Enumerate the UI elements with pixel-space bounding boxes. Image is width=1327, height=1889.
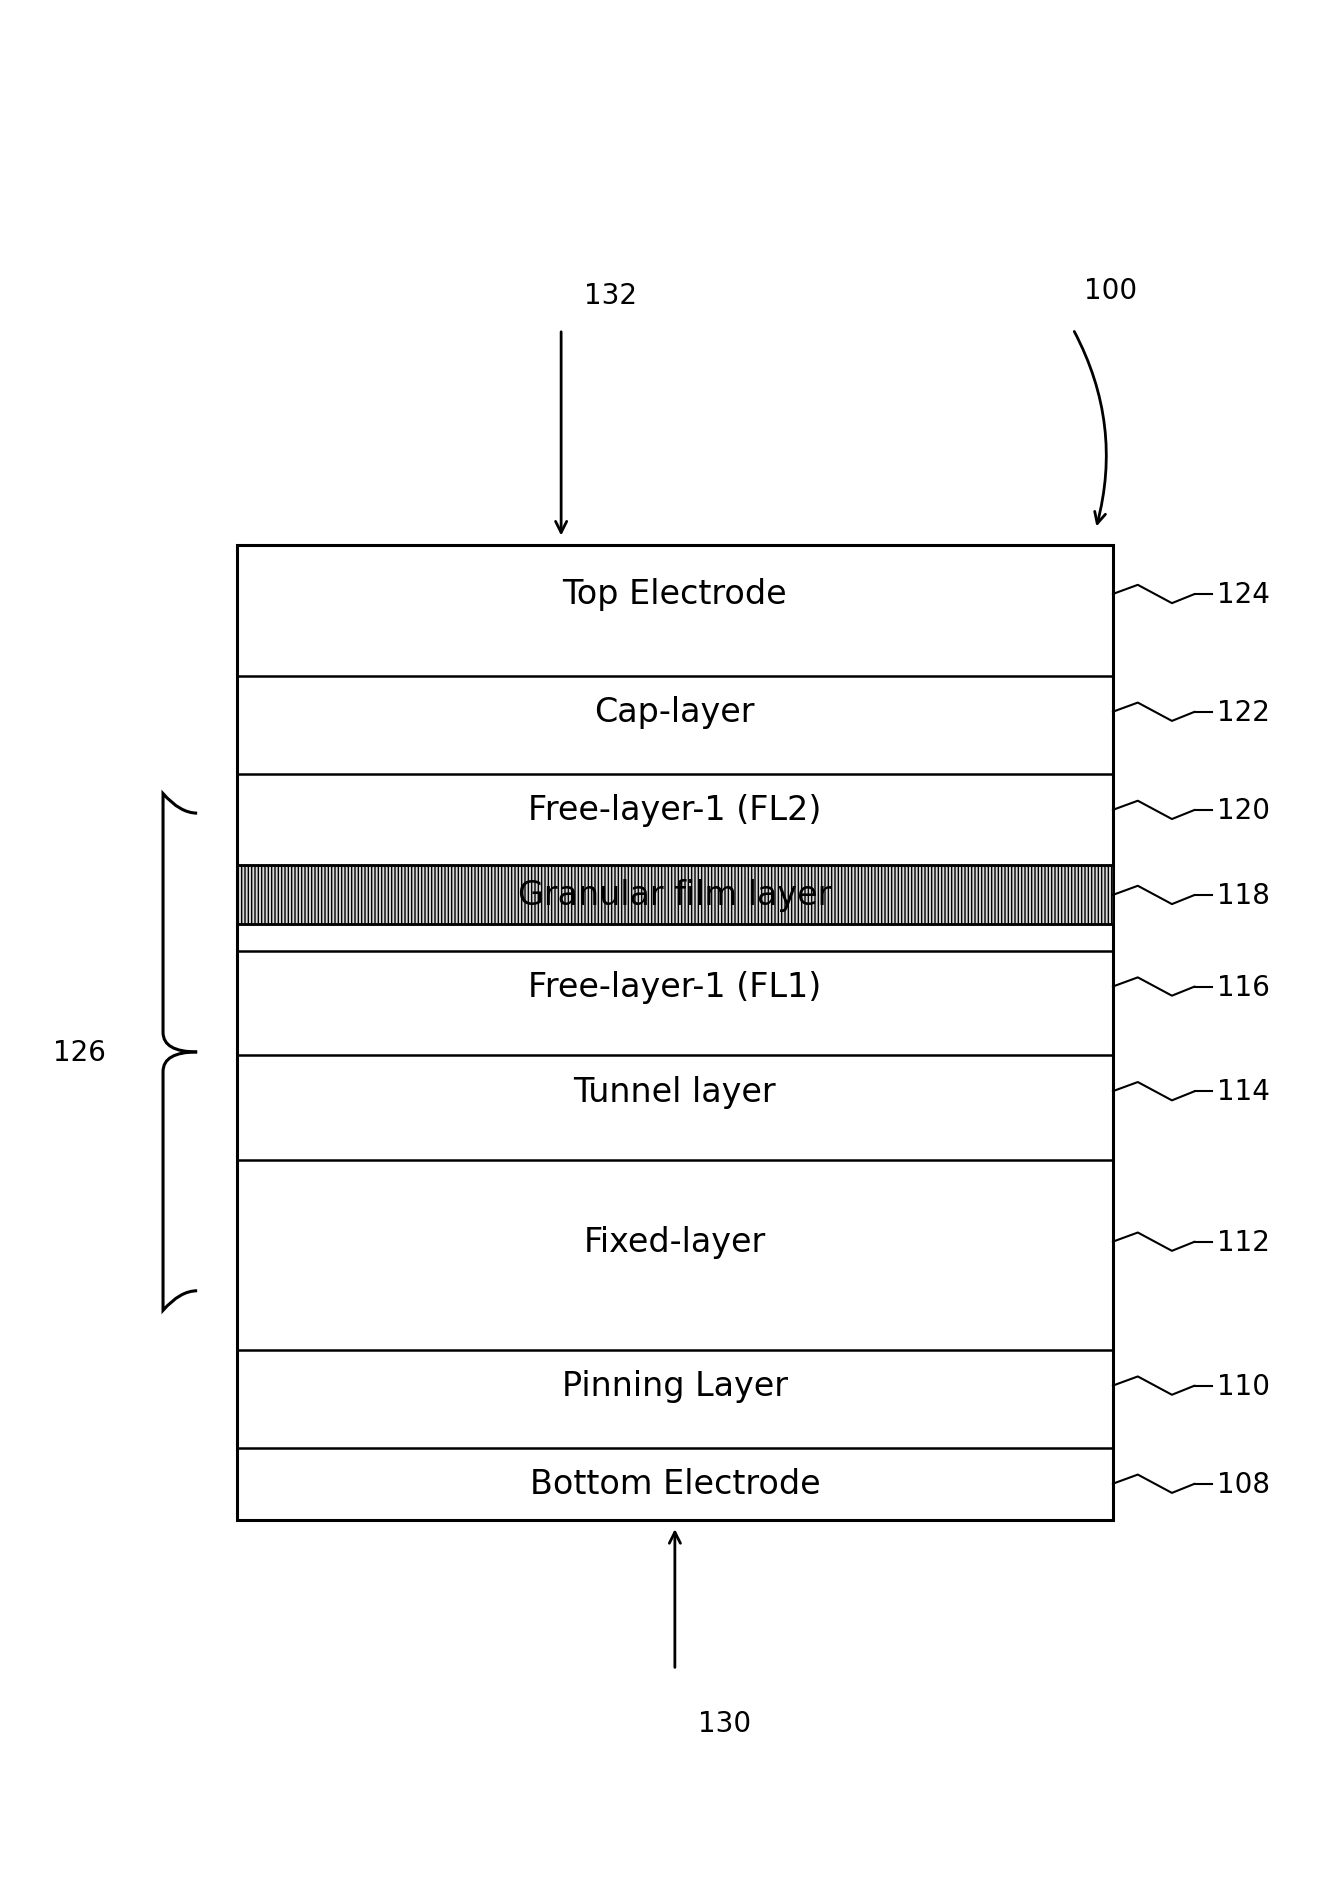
Text: 120: 120 bbox=[1217, 797, 1270, 824]
Text: Pinning Layer: Pinning Layer bbox=[561, 1370, 788, 1402]
Text: Free-layer-1 (FL1): Free-layer-1 (FL1) bbox=[528, 971, 821, 1003]
Text: 132: 132 bbox=[584, 281, 637, 310]
Bar bbox=[238, 865, 1113, 926]
Text: 116: 116 bbox=[1217, 973, 1270, 1001]
Text: Cap-layer: Cap-layer bbox=[594, 695, 755, 729]
Text: 108: 108 bbox=[1217, 1470, 1270, 1498]
Text: 130: 130 bbox=[698, 1710, 751, 1738]
Bar bbox=[238, 865, 1113, 926]
Text: 114: 114 bbox=[1217, 1077, 1270, 1105]
Text: Tunnel layer: Tunnel layer bbox=[573, 1075, 776, 1109]
Text: Free-layer-1 (FL2): Free-layer-1 (FL2) bbox=[528, 793, 821, 827]
Text: 122: 122 bbox=[1217, 699, 1270, 727]
Text: 112: 112 bbox=[1217, 1228, 1270, 1256]
Text: 110: 110 bbox=[1217, 1371, 1270, 1400]
Text: Fixed-layer: Fixed-layer bbox=[584, 1226, 766, 1258]
Text: Granular film layer: Granular film layer bbox=[518, 878, 832, 912]
Text: 126: 126 bbox=[53, 1039, 106, 1067]
Text: Bottom Electrode: Bottom Electrode bbox=[529, 1468, 820, 1500]
Text: 118: 118 bbox=[1217, 882, 1270, 909]
Text: 100: 100 bbox=[1084, 276, 1137, 304]
Text: 124: 124 bbox=[1217, 580, 1270, 608]
Text: Top Electrode: Top Electrode bbox=[563, 578, 787, 612]
Bar bbox=[238, 546, 1113, 1521]
